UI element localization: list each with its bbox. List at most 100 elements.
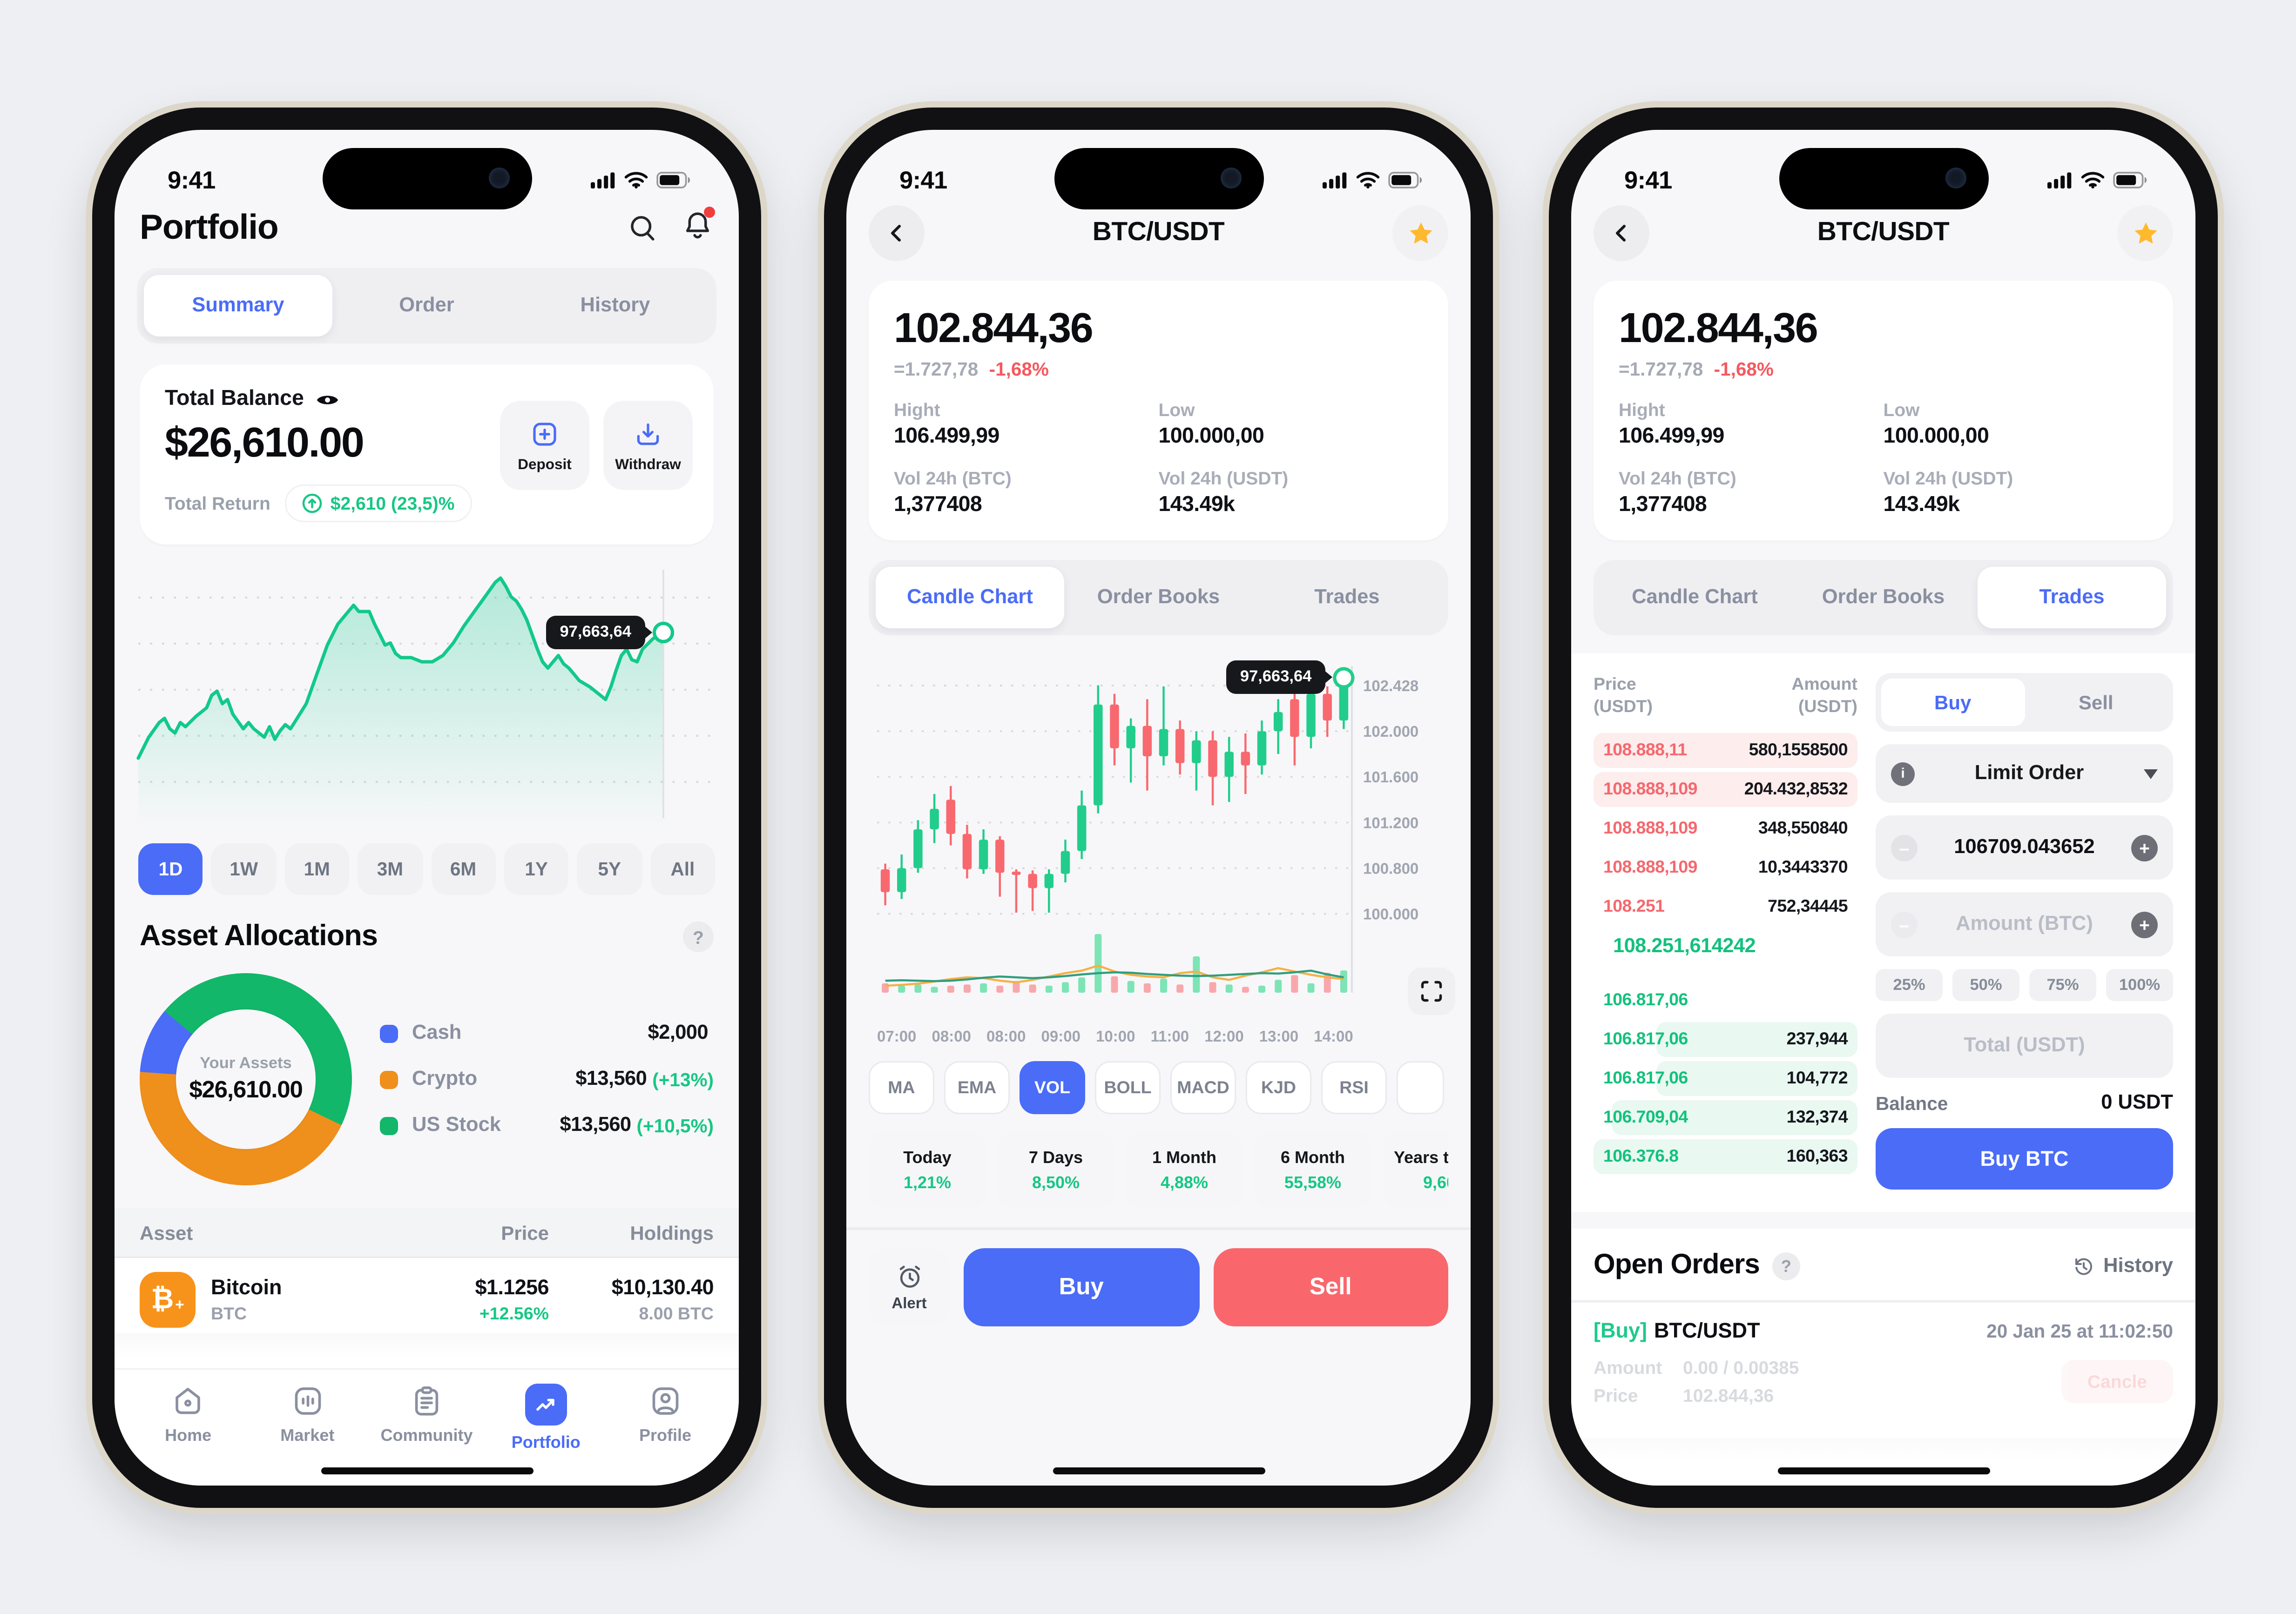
indicator-ma[interactable]: MA [869,1061,934,1114]
ask-row[interactable]: 108.888,11 580,1558500 [1594,732,1857,767]
ask-row[interactable]: 108.888,109 204.432,8532 [1594,771,1857,807]
total-return-badge: $2,610 (23,5)% [284,484,472,522]
price-plus-button[interactable]: + [2131,834,2158,861]
nav-profile[interactable]: Profile [606,1384,725,1486]
range-1m[interactable]: 1M [284,843,350,895]
tab-order-books[interactable]: Order Books [1097,586,1220,609]
open-orders-title: Open Orders [1594,1250,1760,1280]
cancel-order-button[interactable]: Cancle [2061,1359,2173,1403]
legend-pct: (+10,5%) [636,1115,714,1136]
history-button[interactable]: History [2073,1255,2173,1277]
indicator-rsi[interactable]: RSI [1321,1061,1387,1114]
withdraw-button[interactable]: Withdraw [603,401,693,490]
search-icon[interactable] [627,212,659,244]
price-input[interactable] [1918,836,2131,859]
camera-dot [488,168,509,188]
back-button[interactable] [1594,205,1649,261]
tab-candle-chart[interactable]: Candle Chart [1632,586,1758,609]
ask-row[interactable]: 108.888,109 10,3443370 [1603,857,1848,877]
total-input[interactable] [1891,1035,2158,1057]
table-row-bitcoin[interactable]: ₿ + Bitcoin BTC $1.1256 +12.56% $10,130.4… [115,1258,739,1333]
bid-row[interactable]: 106.709,04 132,374 [1594,1099,1857,1135]
pct-100[interactable]: 100% [2106,969,2173,1001]
amount-minus-button[interactable]: – [1891,911,1918,938]
legend-dot-crypto [380,1070,398,1089]
range-3m[interactable]: 3M [358,843,423,895]
bid-row[interactable]: 106.817,06 [1603,990,1688,1009]
amount-plus-button[interactable]: + [2131,911,2158,938]
nav-label: Portfolio [511,1432,581,1452]
tab-trades[interactable]: Trades [1314,586,1380,609]
ask-row[interactable]: 108.888,109 348,550840 [1603,818,1848,838]
notifications-button[interactable] [682,206,715,248]
deposit-button[interactable]: Deposit [500,401,589,490]
market-tabs: Candle Chart Order Books Trades [869,560,1448,635]
order-amount-label: Amount [1594,1356,1662,1378]
camera-dot [1220,168,1241,188]
back-button[interactable] [869,205,925,261]
indicator-kjd[interactable]: KJD [1246,1061,1311,1114]
tab-candle-chart[interactable]: Candle Chart [876,567,1064,628]
alert-button[interactable]: Alert [869,1247,950,1326]
price-card: 102.844,36 =1.727,78 -1,68% Hight 106.499… [1594,281,2173,540]
help-button[interactable]: ? [683,921,714,952]
range-all[interactable]: All [650,843,715,895]
nav-portfolio[interactable]: Portfolio [486,1384,606,1486]
bid-row[interactable]: 106.817,06 237,944 [1594,1021,1857,1056]
indicator-ema[interactable]: EMA [944,1061,1010,1114]
pct-50[interactable]: 50% [1952,969,2019,1001]
buy-tab[interactable]: Buy [1881,679,2025,726]
asset-table-header: Asset Price Holdings [115,1208,739,1258]
order-pair: BTC/USDT [1654,1318,1760,1343]
sell-button[interactable]: Sell [1213,1247,1448,1326]
divider [846,1227,1471,1230]
buy-button[interactable]: Buy [964,1247,1199,1326]
period-7days: 7 Days 8,50% [997,1131,1114,1209]
indicator-more[interactable] [1397,1061,1444,1114]
market-tabs: Candle Chart Order Books Trades [1594,560,2173,635]
tab-order-books[interactable]: Order Books [1822,586,1945,609]
x-label: 13:00 [1259,1029,1299,1046]
nav-community[interactable]: Community [367,1384,486,1486]
tab-order[interactable]: Order [399,295,454,317]
nav-market[interactable]: Market [248,1384,367,1486]
range-5y[interactable]: 5Y [577,843,642,895]
balance-value: 0 USDT [2101,1092,2173,1114]
indicator-vol[interactable]: VOL [1020,1061,1085,1114]
portfolio-area-chart[interactable]: 97,663,64 [115,556,739,829]
range-1w[interactable]: 1W [211,843,277,895]
info-icon[interactable]: i [1891,761,1915,786]
range-1d[interactable]: 1D [138,843,203,895]
indicator-macd[interactable]: MACD [1170,1061,1236,1114]
bid-row[interactable]: 106.376.8 160,363 [1594,1138,1857,1174]
performance-periods: Today 1,21% 7 Days 8,50% 1 Month 4,88% 6 Mo… [869,1131,1448,1209]
sell-tab[interactable]: Sell [2078,691,2114,713]
candlestick-chart[interactable]: 97,663,64 102.428 102.000 101.600 101.200 10… [846,644,1471,1026]
signal-icon [1323,172,1347,188]
indicator-boll[interactable]: BOLL [1095,1061,1161,1114]
buy-btc-button[interactable]: Buy BTC [1876,1128,2173,1190]
amount-input[interactable] [1918,913,2131,935]
pct-75[interactable]: 75% [2029,969,2096,1001]
fullscreen-button[interactable] [1408,968,1455,1015]
time-axis: 07:00 08:00 08:00 09:00 10:00 11:00 12:0… [877,1029,1353,1046]
range-1y[interactable]: 1Y [504,843,569,895]
bid-row[interactable]: 106.817,06 104,772 [1594,1060,1857,1096]
eye-icon[interactable] [315,390,339,409]
favorite-button[interactable] [1392,205,1448,261]
ask-row[interactable]: 108.251 752,34445 [1603,896,1848,916]
price-minus-button[interactable]: – [1891,834,1918,861]
help-button[interactable]: ? [1772,1251,1800,1280]
status-icons [1323,172,1423,188]
order-amount-value: 0.00 / 0.00385 [1683,1356,1799,1378]
range-6m[interactable]: 6M [431,843,496,895]
tab-trades[interactable]: Trades [1978,567,2166,628]
tab-history[interactable]: History [580,295,650,317]
nav-home[interactable]: Home [128,1384,248,1486]
period-6month: 6 Month 55,58% [1254,1131,1371,1209]
price-card: 102.844,36 =1.727,78 -1,68% Hight 106.499… [869,281,1448,540]
pct-25[interactable]: 25% [1876,969,1943,1001]
tab-summary[interactable]: Summary [144,275,332,336]
favorite-button[interactable] [2117,205,2173,261]
order-type-select[interactable]: i Limit Order [1876,744,2173,803]
